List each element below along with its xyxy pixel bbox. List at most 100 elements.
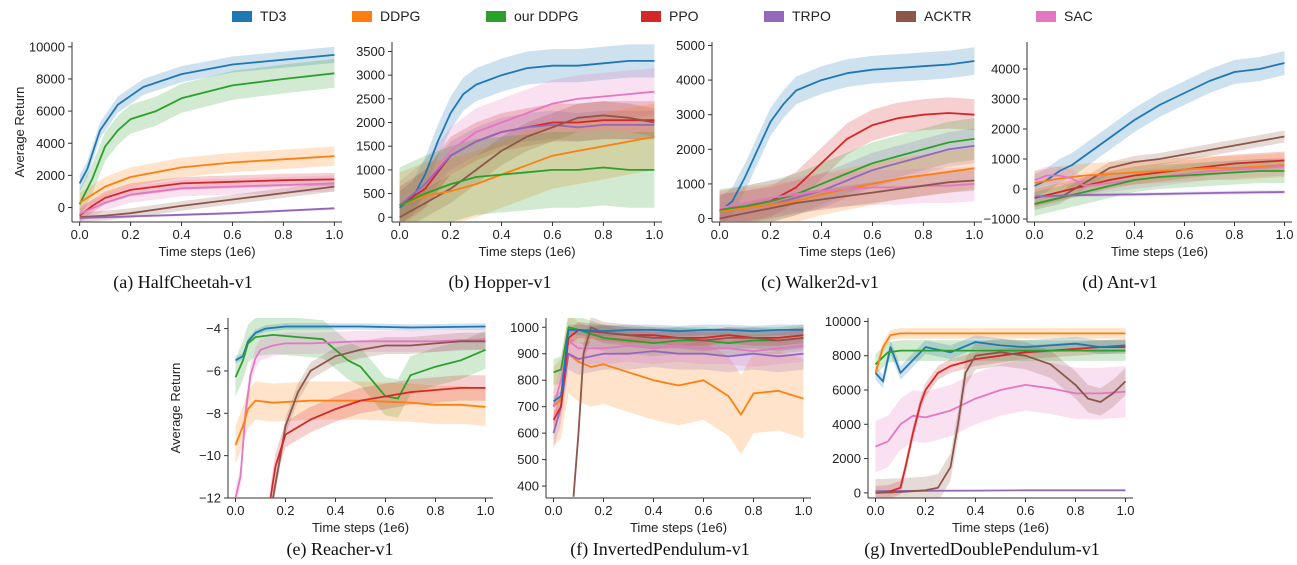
series-line-sac	[875, 383, 1126, 448]
series-line-ddpg	[79, 155, 335, 204]
series-line-ppo	[1034, 159, 1285, 199]
band-td3	[553, 324, 804, 407]
y-tick-label: 8000	[36, 71, 65, 86]
y-tick-label: 4000	[832, 417, 861, 432]
y-tick-label: 700	[517, 399, 539, 414]
x-tick-label: 1.0	[965, 227, 983, 242]
x-tick-label: 0.2	[916, 503, 934, 518]
series-line-sac	[234, 338, 486, 498]
y-tick-label: 800	[517, 373, 539, 388]
y-tick-label: 10000	[825, 314, 861, 329]
y-tick-label: 0	[378, 210, 385, 225]
series-line-acktr	[272, 340, 486, 498]
legend-swatch-sac	[1036, 10, 1056, 22]
band-sac	[235, 328, 486, 498]
series-line-acktr	[79, 185, 335, 219]
x-tick-label: 0.2	[276, 503, 294, 518]
y-tick-label: 3000	[991, 92, 1020, 107]
y-tick-label: 1000	[991, 152, 1020, 167]
y-tick-label: 600	[517, 426, 539, 441]
x-tick-label: 0.6	[1016, 503, 1034, 518]
series-line-ppo	[269, 386, 486, 498]
series-line-ddpg	[234, 399, 486, 446]
x-tick-label: 1.0	[325, 227, 343, 242]
x-axis-label: Time steps (1e6)	[952, 520, 1049, 535]
x-tick-label: 0.0	[1025, 227, 1043, 242]
series-line-our-ddpg	[78, 72, 335, 205]
series-line-td3	[235, 325, 486, 362]
y-tick-label: −12	[199, 491, 221, 506]
x-axis-label: Time steps (1e6)	[630, 520, 727, 535]
series-line-ddpg	[399, 135, 655, 207]
legend-swatch-acktr	[896, 10, 916, 22]
legend-label-our-ddpg: our DDPG	[514, 8, 579, 24]
y-tick-label: 1000	[510, 320, 539, 335]
x-tick-label: 0.0	[391, 227, 409, 242]
legend-label-td3: TD3	[260, 8, 287, 24]
series-line-trpo	[399, 124, 655, 207]
plot-area	[1034, 51, 1285, 216]
y-tick-label: 3000	[676, 107, 705, 122]
y-tick-label: 3000	[356, 68, 385, 83]
y-tick-label: 4000	[676, 73, 705, 88]
legend-swatch-td3	[232, 10, 252, 22]
x-tick-label: 1.0	[645, 227, 663, 242]
y-tick-label: 4000	[991, 62, 1020, 77]
band-ppo	[719, 97, 975, 222]
caption-c: (c) Walker2d-v1	[761, 272, 879, 292]
band-ppo	[875, 340, 1126, 498]
y-tick-label: 2000	[36, 168, 65, 183]
band-sac	[79, 175, 335, 222]
band-sac	[719, 166, 975, 222]
legend-item-trpo: TRPO	[764, 8, 831, 26]
series-line-trpo	[1034, 191, 1285, 198]
y-tick-label: 2500	[356, 91, 385, 106]
y-axis-label: Average Return	[168, 363, 183, 454]
legend-item-ddpg: DDPG	[352, 8, 420, 26]
band-ddpg	[79, 146, 335, 213]
x-tick-label: 0.4	[644, 503, 662, 518]
legend: TD3 DDPG our DDPG PPO TRPO ACKTR SAC	[0, 0, 1297, 34]
legend-label-ddpg: DDPG	[380, 8, 421, 24]
legend-swatch-ppo	[641, 10, 661, 22]
x-axis-label: Time steps (1e6)	[798, 244, 895, 259]
x-tick-label: 0.0	[544, 503, 562, 518]
x-tick-label: 0.8	[1225, 227, 1243, 242]
x-tick-label: 0.4	[326, 503, 344, 518]
x-tick-label: 0.6	[1175, 227, 1193, 242]
y-tick-label: 500	[363, 186, 385, 201]
x-tick-label: 0.8	[744, 503, 762, 518]
series-line-td3	[874, 341, 1126, 383]
x-tick-label: 0.0	[226, 503, 244, 518]
legend-label-ppo: PPO	[669, 8, 699, 24]
band-acktr	[273, 332, 486, 498]
x-tick-label: 0.8	[594, 227, 612, 242]
series-line-our-ddpg	[719, 138, 975, 211]
x-tick-label: 0.6	[376, 503, 394, 518]
series-line-our-ddpg	[1034, 170, 1285, 205]
legend-item-ppo: PPO	[641, 8, 699, 26]
y-tick-label: 0	[1013, 182, 1020, 197]
caption-f: (f) InvertedPendulum-v1	[570, 539, 750, 559]
band-acktr	[1034, 130, 1285, 210]
legend-item-sac: SAC	[1036, 8, 1093, 26]
x-tick-label: 0.0	[711, 227, 729, 242]
series-line-acktr	[875, 351, 1127, 494]
series-line-acktr	[572, 326, 804, 497]
x-tick-label: 0.6	[694, 503, 712, 518]
plot-area	[719, 47, 975, 222]
x-tick-label: 1.0	[1275, 227, 1293, 242]
series-line-ddpg	[874, 332, 1126, 374]
legend-swatch-our-ddpg	[486, 10, 506, 22]
band-trpo	[399, 110, 655, 220]
series-line-our-ddpg	[553, 326, 804, 374]
y-tick-label: −8	[206, 406, 221, 421]
x-axis-label: Time steps (1e6)	[478, 244, 575, 259]
series-line-our-ddpg	[399, 166, 655, 207]
